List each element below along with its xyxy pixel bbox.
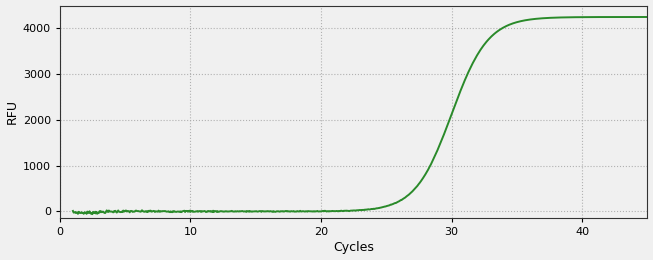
X-axis label: Cycles: Cycles	[333, 242, 374, 255]
Y-axis label: RFU: RFU	[6, 99, 18, 124]
